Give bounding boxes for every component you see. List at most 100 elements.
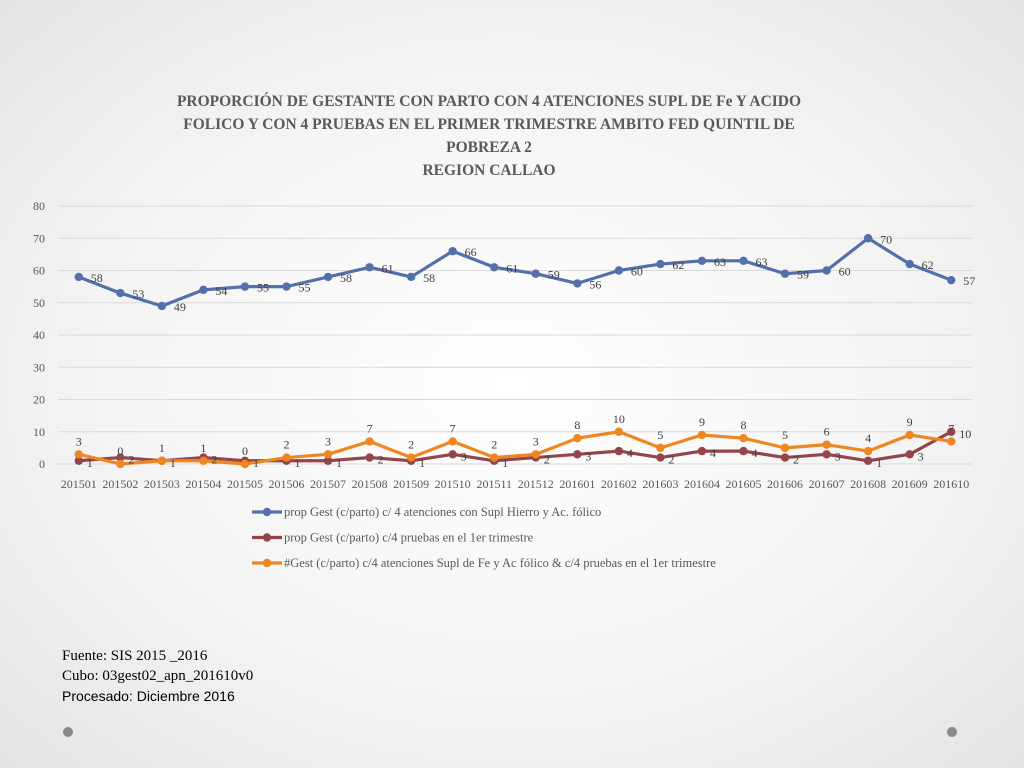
series-1-data-label: 49 [174,300,186,314]
series-3-point [240,459,250,469]
series-line-3 [77,430,953,466]
series-2-data-label: 2 [128,453,134,467]
series-3-data-label: 2 [284,438,290,452]
series-3-point [739,434,748,443]
series-1-data-label: 56 [589,277,601,291]
series-3-point [448,437,457,446]
series-2-data-label: 10 [959,427,971,441]
slide-corner-dot-left [63,727,73,737]
series-line-2 [77,430,953,463]
series-2-point [947,427,956,436]
x-tick-label: 201504 [185,477,221,491]
series-1-point [656,259,665,269]
y-tick-label: 70 [33,231,45,245]
series-3-data-label: 8 [574,418,580,432]
x-tick-label: 201608 [850,477,886,491]
x-tick-label: 201506 [269,477,305,491]
x-tick-label: 201602 [601,477,637,491]
series-3-point [697,430,707,440]
series-3-data-label: 3 [76,434,82,448]
series-2-data-label: 4 [627,446,633,460]
series-1-data-label: 59 [797,268,809,282]
series-2-point [905,450,914,459]
x-axis-ticks: 201501 201502 201503 201504 201505 201506 2015… [61,477,969,491]
series-1-data-label: 60 [839,265,851,279]
x-tick-label: 201601 [559,477,595,491]
series-3-data-label: 9 [907,415,913,429]
series-3-data-label: 1 [200,441,206,455]
series-1-data-label: 61 [506,261,518,275]
series-3-data-label: 3 [533,434,539,448]
x-tick-label: 201604 [684,477,720,491]
series-1-data-label: 54 [215,284,227,298]
series-1-data-label: 70 [880,232,892,246]
series-1-point [614,266,624,275]
series-1-point [822,266,831,275]
y-tick-label: 10 [33,425,45,439]
series-3-data-label: 2 [408,438,414,452]
series-1-point [116,288,125,298]
series-2-point [739,446,748,456]
series-1-point [739,256,748,266]
series-3-data-label: 2 [491,438,497,452]
legend-entry-1: prop Gest (c/parto) c/ 4 atenciones con … [284,505,601,519]
series-2-data-label: 3 [585,449,591,463]
processed-text: Procesado: Diciembre 2016 [62,688,235,704]
series-1-data-label: 58 [423,271,435,285]
legend: prop Gest (c/parto) c/ 4 atenciones con … [252,505,716,570]
series-1-data-label: 55 [299,281,311,295]
series-2-data-label: 4 [710,446,716,460]
series-2-data-label: 1 [336,456,342,470]
series-1-point [406,272,416,282]
x-tick-label: 201503 [144,477,180,491]
series-2-data-label: 2 [793,453,799,467]
series-line-1 [77,236,953,308]
series-3-point [406,453,416,462]
series-1-point [282,282,291,291]
series-3-data-label: 10 [613,412,625,426]
x-tick-label: 201510 [435,477,471,491]
x-tick-label: 201512 [518,477,554,491]
chart-title: PROPORCIÓN DE GESTANTE CON PARTO CON 4 A… [177,93,801,179]
series-2-point [656,453,665,462]
series-2-data-label: 1 [419,456,425,470]
series-3-point [116,459,125,469]
series-1-data-label: 60 [631,265,643,279]
x-tick-label: 201607 [809,477,845,491]
series-3-point [905,430,914,440]
x-tick-label: 201501 [61,477,97,491]
series-2-point [614,446,624,456]
series-2-point [822,450,831,459]
series-2-point [573,450,582,459]
series-1-point [905,259,914,269]
x-tick-label: 201603 [642,477,678,491]
series-3-point [656,443,665,453]
series-3-point [157,456,167,465]
y-tick-label: 40 [33,328,45,342]
series-3-data-label: 6 [824,425,830,439]
x-tick-label: 201609 [892,477,928,491]
series-1-point [448,246,457,256]
series-1-data-label: 57 [963,274,975,288]
series-1-data-label: 66 [465,245,477,259]
series-3-point [531,450,540,459]
series-2-data-label: 3 [835,449,841,463]
source-footer: Fuente: SIS 2015 _2016 Cubo: 03gest02_ap… [62,646,253,706]
series-2-point [323,456,333,465]
series-2-point [780,453,790,462]
series-3-data-label: 8 [741,418,747,432]
y-tick-label: 50 [33,296,45,310]
y-tick-label: 60 [33,264,45,278]
series-1-data-label: 63 [756,255,768,269]
series-1-data-label: 62 [672,258,684,272]
x-tick-label: 201505 [227,477,263,491]
series-3-point [822,440,831,449]
series-2-data-label: 2 [211,453,217,467]
series-3-point [780,443,790,453]
legend-swatch-marker [262,533,272,542]
y-tick-label: 80 [33,199,45,213]
legend-entry-3: #Gest (c/parto) c/4 atenciones Supl de F… [284,556,716,570]
series-3-data-label: 5 [782,428,788,442]
x-tick-label: 201605 [726,477,762,491]
